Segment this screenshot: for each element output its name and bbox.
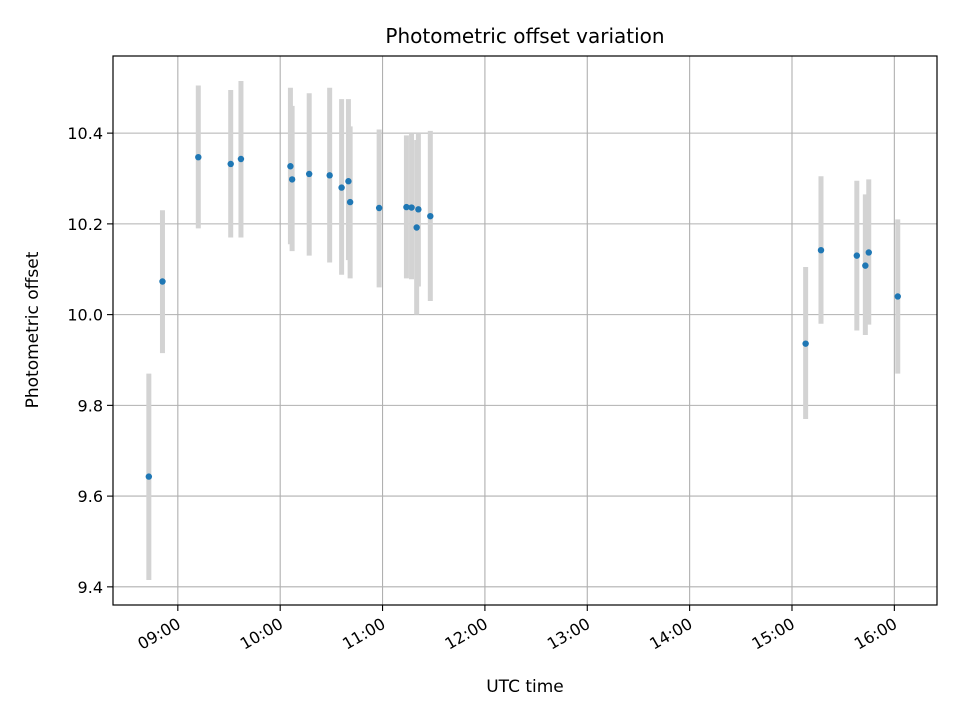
- data-point: [375, 204, 383, 212]
- y-tick-label: 10.4: [67, 124, 103, 143]
- data-point: [338, 184, 345, 191]
- y-tick-label: 9.4: [78, 578, 103, 597]
- data-point: [287, 163, 294, 170]
- data-point: [227, 160, 234, 168]
- y-tick-label: 9.6: [78, 487, 103, 506]
- data-point: [345, 178, 352, 185]
- data-point: [853, 252, 861, 259]
- y-tick-label: 9.8: [78, 396, 103, 415]
- data-point: [145, 473, 153, 480]
- data-point: [415, 206, 422, 213]
- data-point: [413, 224, 420, 231]
- data-point: [305, 170, 313, 178]
- x-axis-label: UTC time: [486, 677, 564, 697]
- data-point: [159, 278, 166, 285]
- data-points: [145, 153, 901, 480]
- data-point: [403, 203, 410, 211]
- chart-title: Photometric offset variation: [385, 24, 664, 48]
- y-tick-label: 10.0: [67, 306, 103, 325]
- y-axis-label: Photometric offset: [23, 251, 43, 408]
- data-point: [427, 212, 434, 220]
- data-point: [894, 293, 901, 300]
- data-point: [817, 246, 825, 254]
- data-point: [802, 340, 809, 347]
- y-tick-label: 10.2: [67, 215, 103, 234]
- data-point: [408, 204, 415, 211]
- data-point: [346, 198, 354, 206]
- data-point: [326, 172, 333, 179]
- data-point: [288, 176, 296, 183]
- data-point: [862, 262, 869, 269]
- grid-lines: [113, 56, 937, 605]
- data-point: [195, 153, 202, 161]
- data-point: [865, 249, 872, 256]
- data-point: [237, 155, 245, 163]
- y-axis-ticks: 9.4 9.6 9.8 10.0 10.2 10.4: [67, 124, 113, 597]
- plot-frame: [112, 55, 938, 606]
